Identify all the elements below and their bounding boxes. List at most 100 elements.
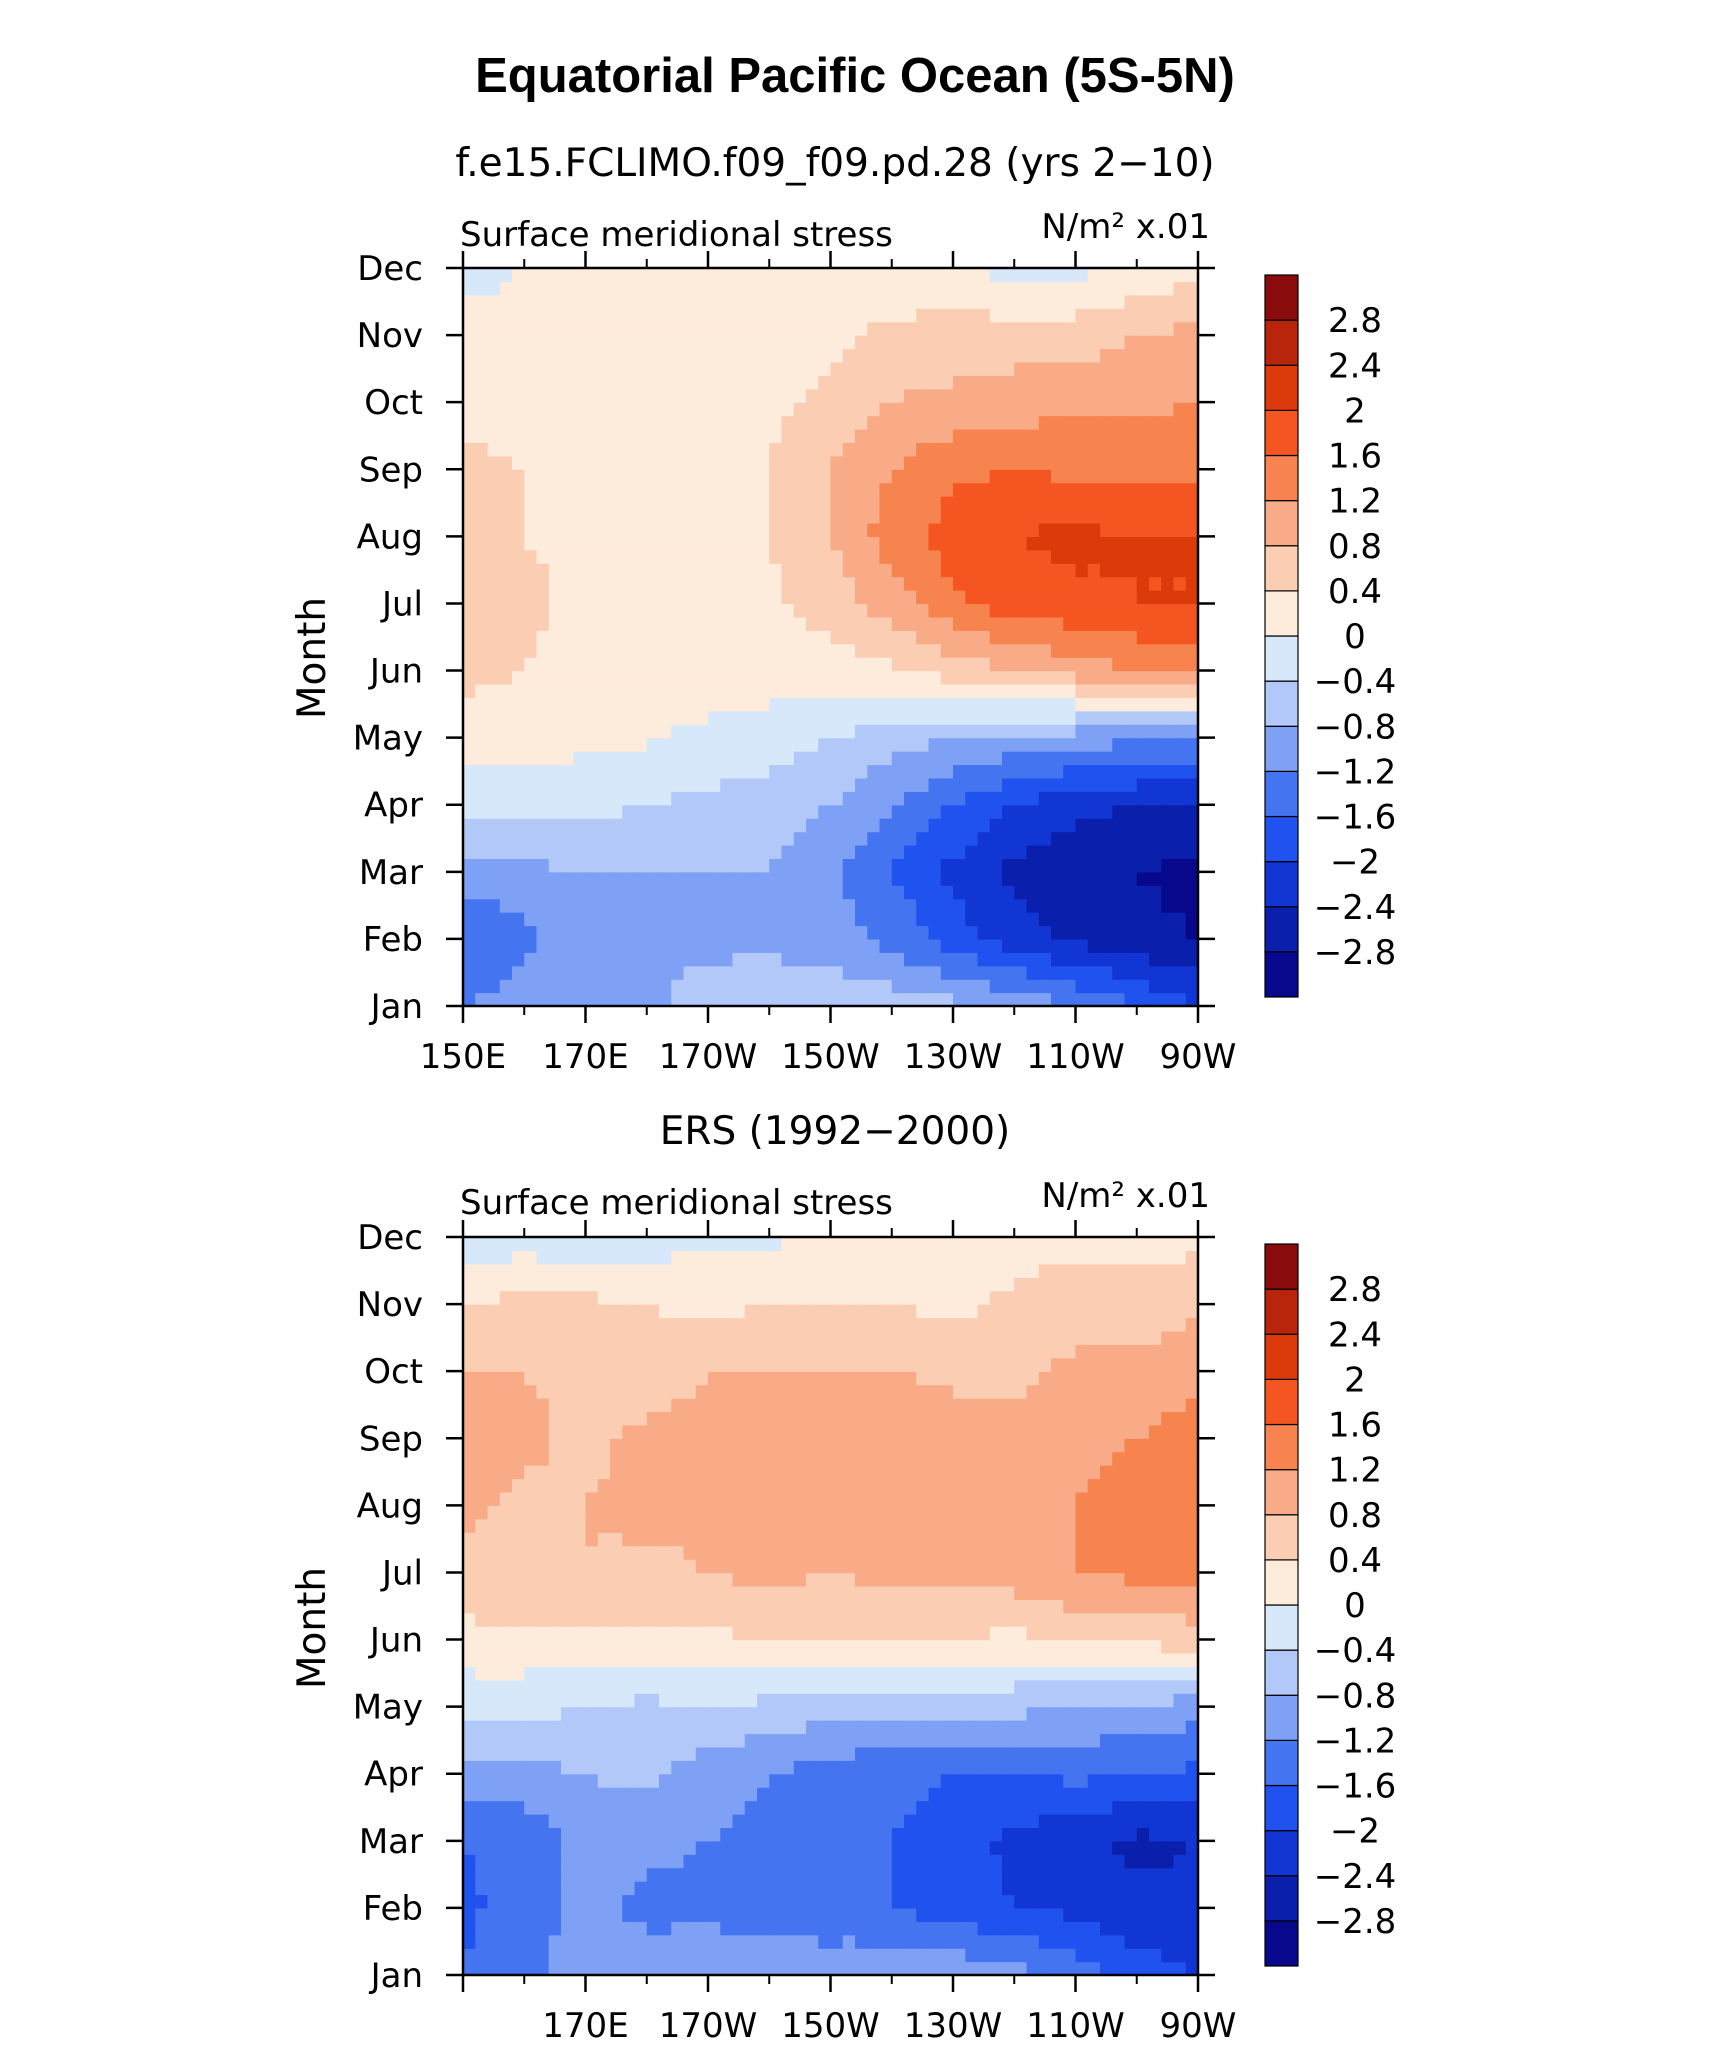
- contour-cell: [989, 1760, 1003, 1775]
- contour-cell: [953, 1787, 966, 1802]
- contour-cell: [793, 603, 807, 618]
- contour-cell: [573, 1733, 587, 1748]
- contour-cell: [536, 268, 550, 283]
- contour-cell: [1100, 1934, 1113, 1949]
- contour-cell: [499, 522, 513, 537]
- contour-cell: [1002, 1934, 1015, 1949]
- contour-cell: [977, 1746, 991, 1761]
- contour-cell: [720, 1626, 734, 1641]
- contour-cell: [487, 1934, 501, 1949]
- contour-cell: [830, 536, 844, 551]
- contour-cell: [512, 482, 525, 497]
- contour-cell: [977, 724, 991, 739]
- contour-cell: [965, 1934, 979, 1949]
- contour-cell: [597, 375, 611, 390]
- contour-cell: [536, 844, 550, 859]
- contour-cell: [904, 308, 917, 323]
- contour-cell: [1051, 831, 1064, 846]
- contour-cell: [1026, 952, 1040, 967]
- contour-cell: [806, 321, 819, 336]
- contour-cell: [867, 1921, 881, 1936]
- contour-cell: [818, 751, 832, 766]
- contour-cell: [524, 1907, 538, 1922]
- contour-cell: [965, 321, 979, 336]
- contour-cell: [708, 724, 721, 739]
- contour-cell: [610, 563, 623, 578]
- contour-cell: [1075, 1773, 1089, 1788]
- contour-cell: [867, 1639, 881, 1654]
- contour-cell: [683, 710, 697, 725]
- contour-cell: [573, 925, 587, 940]
- contour-cell: [646, 294, 660, 309]
- contour-cell: [830, 482, 844, 497]
- contour-cell: [769, 925, 783, 940]
- contour-cell: [671, 1652, 685, 1667]
- contour-cell: [524, 710, 538, 725]
- contour-cell: [1112, 496, 1126, 511]
- contour-cell: [512, 1760, 525, 1775]
- contour-cell: [708, 912, 721, 927]
- contour-cell: [463, 455, 476, 470]
- contour-cell: [646, 764, 660, 779]
- contour-cell: [879, 858, 893, 873]
- contour-cell: [818, 1961, 832, 1976]
- contour-cell: [953, 791, 966, 806]
- contour-cell: [1063, 281, 1077, 296]
- contour-cell: [573, 724, 587, 739]
- contour-cell: [646, 415, 660, 430]
- contour-cell: [548, 1679, 562, 1694]
- contour-cell: [842, 361, 856, 376]
- contour-cell: [806, 925, 819, 940]
- contour-cell: [1063, 1854, 1077, 1869]
- contour-cell: [683, 912, 697, 927]
- contour-cell: [561, 1720, 574, 1735]
- contour-cell: [806, 1679, 819, 1694]
- contour-cell: [953, 335, 966, 350]
- contour-cell: [646, 965, 660, 980]
- contour-cell: [1075, 1666, 1089, 1681]
- contour-cell: [940, 818, 954, 833]
- contour-cell: [487, 938, 501, 953]
- contour-cell: [989, 1961, 1003, 1976]
- contour-cell: [830, 791, 844, 806]
- contour-cell: [1014, 308, 1028, 323]
- contour-cell: [1185, 590, 1199, 605]
- contour-cell: [524, 1693, 538, 1708]
- contour-cell: [1014, 1733, 1028, 1748]
- contour-cell: [953, 576, 966, 591]
- contour-cell: [695, 590, 709, 605]
- contour-cell: [830, 603, 844, 618]
- contour-cell: [867, 522, 881, 537]
- contour-cell: [597, 1599, 611, 1614]
- contour-cell: [634, 482, 648, 497]
- contour-cell: [916, 1948, 930, 1963]
- contour-cell: [940, 616, 954, 631]
- contour-cell: [695, 871, 709, 886]
- contour-cell: [561, 1867, 574, 1882]
- contour-cell: [1051, 522, 1064, 537]
- contour-cell: [891, 563, 905, 578]
- contour-cell: [904, 1800, 917, 1815]
- contour-cell: [646, 308, 660, 323]
- contour-cell: [1063, 294, 1077, 309]
- contour-cell: [879, 710, 893, 725]
- contour-cell: [1026, 268, 1040, 283]
- contour-cell: [597, 683, 611, 698]
- contour-cell: [953, 710, 966, 725]
- contour-cell: [1185, 871, 1199, 886]
- contour-cell: [1014, 1934, 1028, 1949]
- contour-cell: [548, 925, 562, 940]
- contour-cell: [977, 979, 991, 994]
- contour-cell: [1063, 616, 1077, 631]
- contour-cell: [793, 804, 807, 819]
- contour-cell: [1149, 603, 1162, 618]
- contour-cell: [769, 858, 783, 873]
- contour-cell: [940, 791, 954, 806]
- contour-cell: [646, 1773, 660, 1788]
- contour-cell: [1185, 1907, 1199, 1922]
- contour-cell: [855, 429, 868, 444]
- contour-cell: [830, 1733, 844, 1748]
- contour-cell: [499, 429, 513, 444]
- contour-cell: [585, 1867, 599, 1882]
- contour-cell: [891, 925, 905, 940]
